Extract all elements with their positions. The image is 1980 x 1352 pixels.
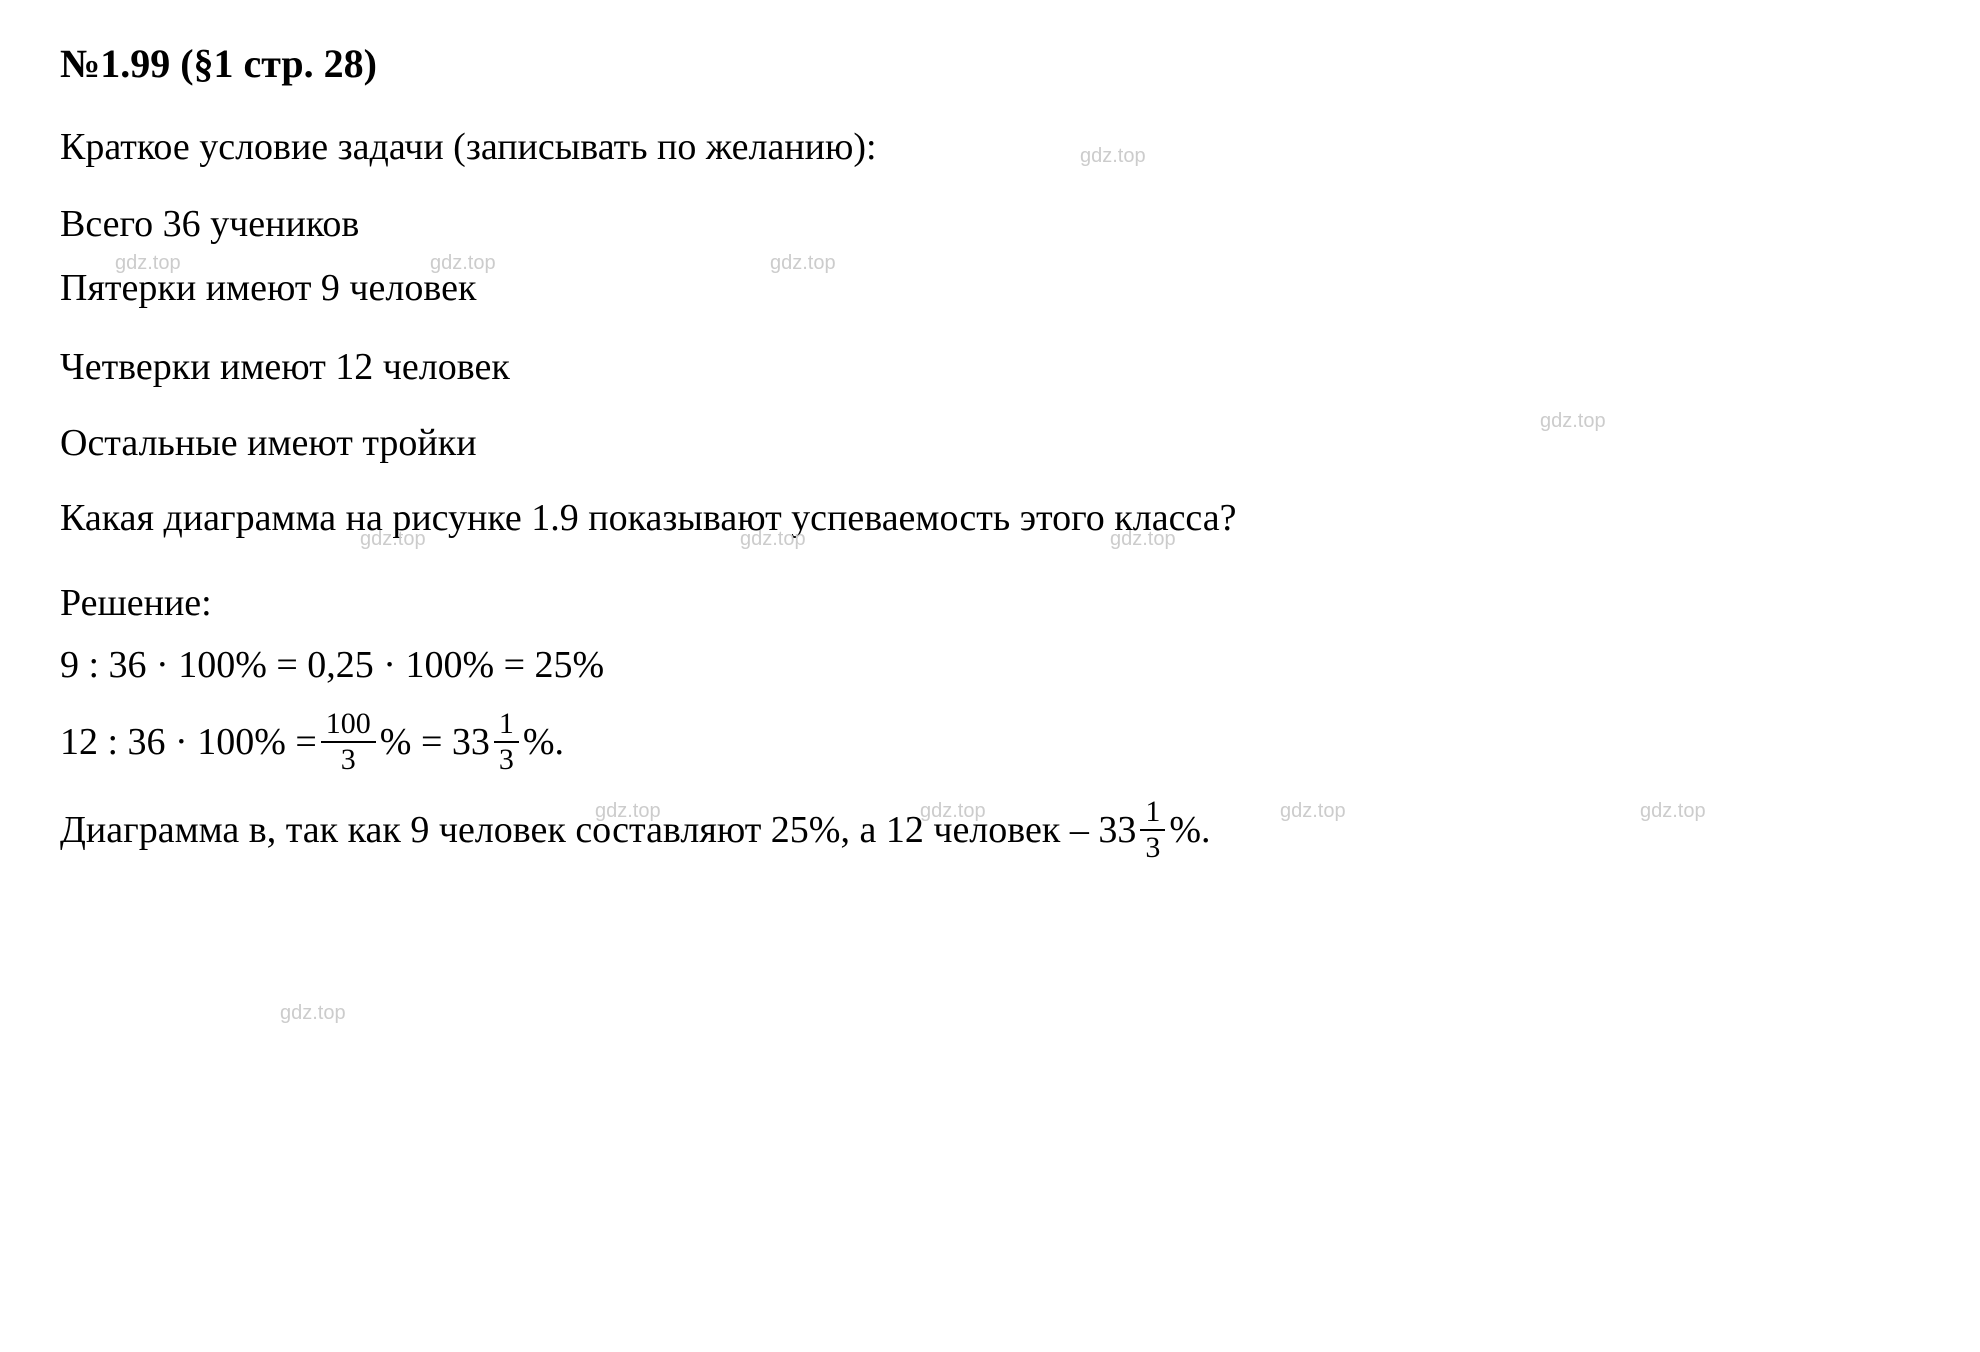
calc2-post: %.: [523, 720, 564, 764]
conclusion-pre: Диаграмма в, так как 9 человек составляю…: [60, 800, 1136, 861]
conclusion-post: %.: [1169, 800, 1210, 861]
calc2-mid: % = 33: [380, 720, 490, 764]
calculation-1: 9 : 36 · 100% = 0,25 · 100% = 25%: [60, 643, 1920, 687]
watermark-text: gdz.top: [280, 1002, 346, 1025]
frac-denominator: 3: [336, 743, 361, 775]
solution-label: Решение:: [60, 581, 1920, 625]
calculation-2: 12 : 36 · 100% = 100 3 % = 33 1 3 %.: [60, 709, 1920, 775]
given-line-2: Пятерки имеют 9 человек: [60, 258, 1920, 319]
question-text: Какая диаграмма на рисунке 1.9 показываю…: [60, 477, 1920, 561]
frac-numerator: 1: [1140, 797, 1165, 831]
calc1-text: 9 : 36 · 100% = 0,25 · 100% = 25%: [60, 643, 604, 687]
fraction-100-3: 100 3: [321, 709, 376, 775]
frac-numerator: 1: [494, 709, 519, 743]
given-line-3: Четверки имеют 12 человек: [60, 337, 1920, 398]
given-line-4: Остальные имеют тройки: [60, 415, 1920, 472]
frac-numerator: 100: [321, 709, 376, 743]
fraction-1-3-a: 1 3: [494, 709, 519, 775]
fraction-1-3-b: 1 3: [1140, 797, 1165, 863]
calc2-pre: 12 : 36 · 100% =: [60, 720, 317, 764]
problem-heading: №1.99 (§1 стр. 28): [60, 40, 1920, 87]
intro-text: Краткое условие задачи (записывать по же…: [60, 117, 1920, 178]
given-line-1: Всего 36 учеников: [60, 196, 1920, 253]
frac-denominator: 3: [1140, 831, 1165, 863]
conclusion-text: Диаграмма в, так как 9 человек составляю…: [60, 797, 1920, 863]
frac-denominator: 3: [494, 743, 519, 775]
